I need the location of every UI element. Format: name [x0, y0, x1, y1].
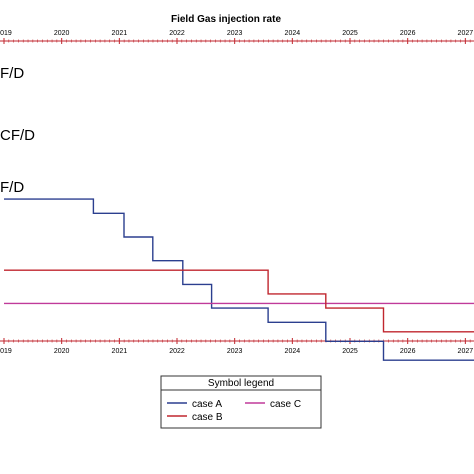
- bottom-x-tick-label: 2019: [0, 348, 12, 355]
- top-x-tick-label: 2027: [458, 30, 474, 37]
- chart-title: Field Gas injection rate: [171, 14, 281, 25]
- legend-title: Symbol legend: [208, 378, 274, 389]
- series-layer: [4, 198, 474, 361]
- series-line-case-b: [4, 269, 474, 333]
- bottom-x-tick-label: 2026: [400, 348, 416, 355]
- legend-box: [160, 375, 322, 429]
- top-x-tick-label: 2022: [169, 30, 185, 37]
- top-x-tick-label: 2023: [227, 30, 243, 37]
- y-label-case-a: F/D: [0, 65, 24, 82]
- legend: Symbol legend case A case C case B: [160, 375, 322, 429]
- top-x-tick-label: 2025: [342, 30, 358, 37]
- top-x-tick-label: 2020: [54, 30, 70, 37]
- legend-label-case-c: case C: [270, 399, 301, 410]
- bottom-x-tick-label: 2020: [54, 348, 70, 355]
- legend-label-case-a: case A: [192, 399, 222, 410]
- bottom-x-axis: 2019 2020 2021 2022 2023 2024 2025 2026 2027: [0, 338, 474, 355]
- series-line-case-a: [4, 198, 474, 361]
- top-x-tick-label: 2021: [112, 30, 128, 37]
- top-x-tick-label: 2026: [400, 30, 416, 37]
- top-x-tick-label: 2019: [0, 30, 12, 37]
- legend-label-case-b: case B: [192, 412, 223, 423]
- bottom-x-tick-label: 2025: [342, 348, 358, 355]
- bottom-x-tick-label: 2022: [169, 348, 185, 355]
- top-x-axis: 2019 2020 2021 2022 2023 2024 2025 2026 2027: [0, 30, 474, 44]
- y-label-case-c: F/D: [0, 179, 24, 196]
- y-label-case-b: CF/D: [0, 127, 35, 144]
- bottom-x-tick-label: 2021: [112, 348, 128, 355]
- bottom-x-tick-label: 2023: [227, 348, 243, 355]
- top-x-tick-label: 2024: [285, 30, 301, 37]
- bottom-x-tick-label: 2024: [285, 348, 301, 355]
- bottom-x-tick-label: 2027: [458, 348, 474, 355]
